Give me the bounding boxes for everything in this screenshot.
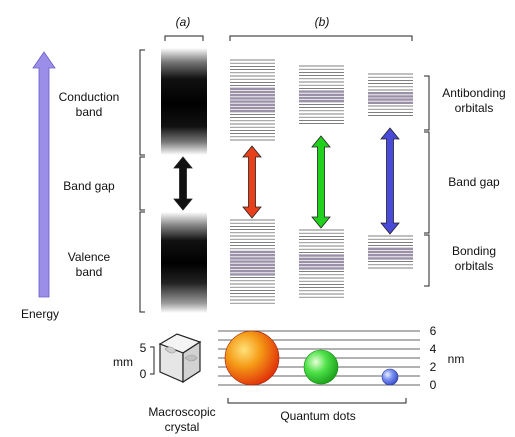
small-quantum-dot-icon xyxy=(381,368,399,386)
large-quantum-dot-icon xyxy=(224,330,280,386)
valence-bracket xyxy=(139,211,145,313)
conduction-bracket xyxy=(139,49,145,156)
band-gap-arrow-small-dot-icon xyxy=(380,127,400,235)
energy-label: Energy xyxy=(21,307,59,321)
medium-quantum-dot-icon xyxy=(303,349,339,385)
orbital-lines xyxy=(230,59,413,304)
mm-tick-0: 0 xyxy=(140,367,147,381)
nm-tick-4: 4 xyxy=(430,342,437,356)
crystal-cube-icon xyxy=(158,333,202,384)
bracket-a xyxy=(164,35,204,41)
gap-arrows xyxy=(173,127,400,235)
gap-bracket-left xyxy=(139,156,145,211)
macroscopic-crystal-label: Macroscopic xyxy=(148,405,215,419)
conduction-band-top xyxy=(161,48,207,104)
band-gap-label-right: Band gap xyxy=(448,175,500,189)
conduction-band-label: Conduction xyxy=(59,90,120,104)
valence-band-label: Valence xyxy=(68,250,111,264)
gap-bracket-right xyxy=(424,131,430,234)
left-labels: Conduction band Band gap Valence band xyxy=(59,49,145,313)
quantum-dots-label: Quantum dots xyxy=(280,409,355,423)
valence-band-bottom xyxy=(161,263,207,313)
nm-tick-6: 6 xyxy=(430,324,437,338)
panel-label-b: (b) xyxy=(315,15,330,29)
conduction-band-bottom xyxy=(161,103,207,155)
antibonding-label-2: orbitals xyxy=(455,101,494,115)
bonding-label-2: orbitals xyxy=(455,259,494,273)
band-gap-arrow-crystal-icon xyxy=(173,156,193,211)
band-gap-arrow-medium-dot-icon xyxy=(311,135,331,229)
mm-bracket xyxy=(150,346,155,375)
energy-arrow-icon xyxy=(32,51,56,298)
bonding-bracket xyxy=(424,234,430,287)
energy-axis: Energy xyxy=(21,51,59,321)
crystal-bands xyxy=(161,48,207,313)
antibonding-bracket xyxy=(424,75,430,131)
panel-label-a: (a) xyxy=(176,15,191,29)
bracket-b xyxy=(229,35,413,41)
band-gap-label-left: Band gap xyxy=(63,179,115,193)
antibonding-label: Antibonding xyxy=(442,86,505,100)
bonding-label: Bonding xyxy=(452,244,496,258)
mm-tick-5: 5 xyxy=(140,341,147,355)
valence-band-label-2: band xyxy=(76,265,103,279)
right-labels: Antibonding orbitals Band gap Bonding or… xyxy=(424,75,506,287)
quantum-dots-bracket xyxy=(227,398,407,404)
mm-scale: mm 5 0 xyxy=(113,341,155,381)
bottom-labels: Macroscopic crystal Quantum dots xyxy=(148,398,407,434)
conduction-band-label-2: band xyxy=(76,105,103,119)
nm-tick-0: 0 xyxy=(430,378,437,392)
band-gap-arrow-large-dot-icon xyxy=(242,145,262,219)
valence-band-top xyxy=(161,212,207,264)
mm-unit-label: mm xyxy=(113,355,133,369)
nm-tick-2: 2 xyxy=(430,360,437,374)
macroscopic-crystal-label-2: crystal xyxy=(165,420,200,434)
nm-unit-label: nm xyxy=(448,352,465,366)
